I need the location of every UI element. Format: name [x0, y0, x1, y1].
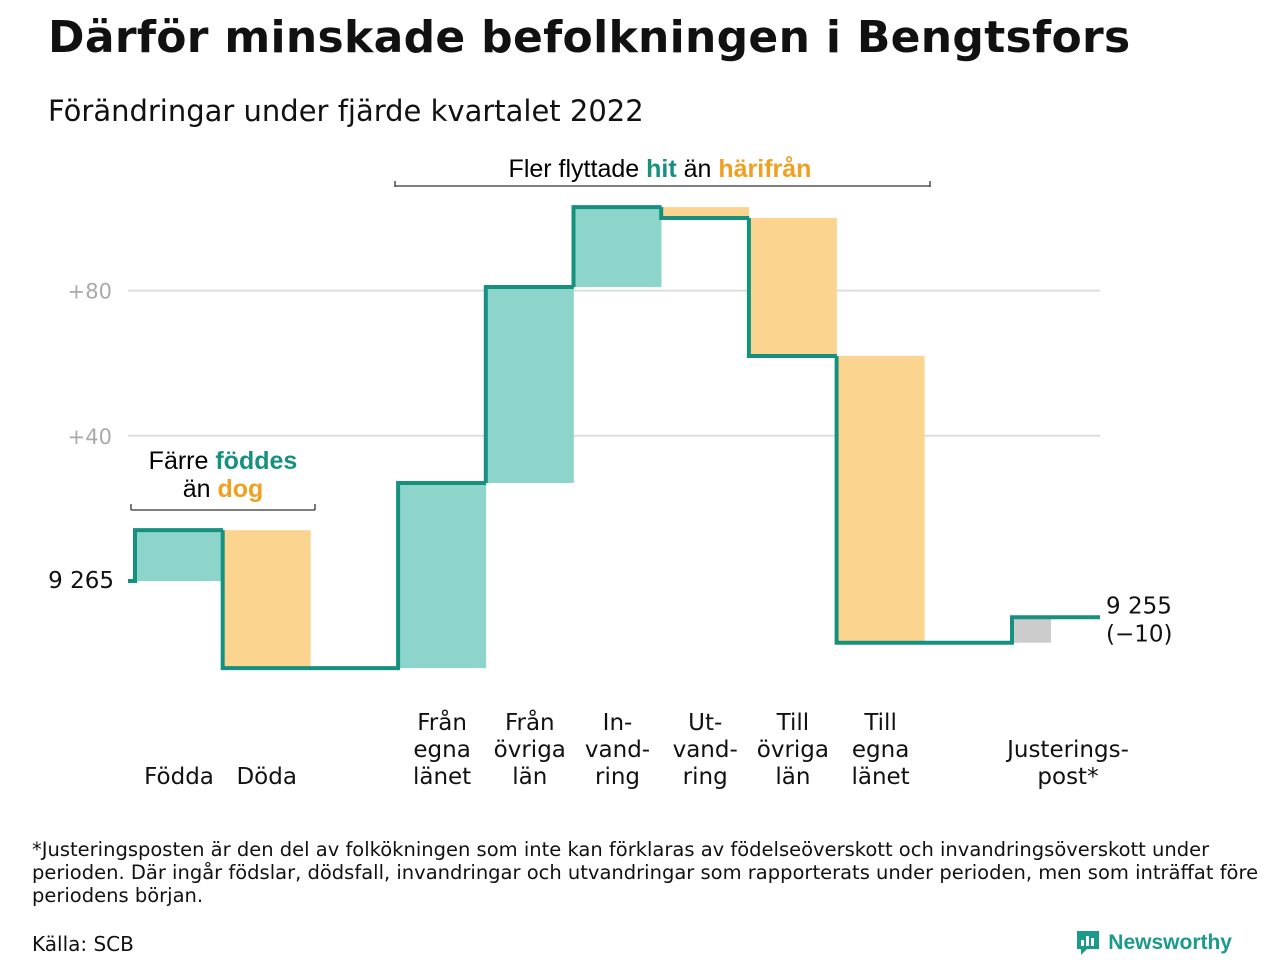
footnote: *Justeringsposten är den del av folkökni…: [32, 838, 1259, 907]
bar-fran_ovriga: [485, 286, 574, 483]
y-tick-label: +80: [68, 280, 112, 304]
bar-justering: [1014, 617, 1051, 643]
chart-subtitle: Förändringar under fjärde kvartalet 2022: [48, 94, 644, 128]
end-change-label: (−10): [1106, 621, 1172, 647]
gridlines: +40 +80: [68, 280, 1100, 449]
category-label-till_ovriga: län: [775, 764, 810, 790]
category-label-justering: post*: [1037, 764, 1098, 790]
migration-annotation: Fler flyttade hit än härifrån: [509, 155, 812, 183]
annotation-highlight-out: härifrån: [718, 155, 811, 183]
category-label-invandring: ring: [595, 764, 640, 790]
annotation-highlight-in: hit: [646, 155, 677, 183]
annotation-text: än: [677, 155, 719, 183]
source-note: Källa: SCB: [32, 932, 134, 956]
labels: 9 265 9 255 (−10) Födda DödaFrånegnalänet…: [48, 568, 1172, 790]
category-label-fran_egna: egna: [413, 737, 470, 763]
category-label-till_ovriga: övriga: [757, 737, 829, 763]
bar-fran_egna: [398, 482, 487, 669]
brand-name: Newsworthy: [1108, 931, 1232, 954]
annotation-text: än: [183, 475, 218, 503]
bar-doda: [222, 530, 311, 669]
annotation-highlight-births: föddes: [215, 447, 297, 475]
bar-till_egna: [836, 355, 925, 643]
y-tick-label: +40: [68, 425, 112, 449]
bar-till_ovriga: [748, 218, 837, 356]
births-deaths-annotation-line1: Färre föddes: [149, 447, 298, 475]
category-label-fran_ovriga: län: [512, 764, 547, 790]
bar-fodda: [135, 530, 223, 581]
category-label-fran_ovriga: Från: [505, 708, 555, 736]
category-label-till_ovriga: Till: [776, 710, 810, 736]
step-line-layer: [128, 205, 1100, 671]
category-label-fran_ovriga: övriga: [494, 737, 566, 763]
category-label-till_egna: länet: [851, 764, 909, 790]
newsworthy-logo-icon: [1077, 931, 1100, 955]
bar-utvandring: [661, 207, 750, 218]
category-label-utvandring: vand-: [673, 737, 738, 763]
annotation-highlight-deaths: dog: [217, 475, 263, 503]
waterfall-chart: +40 +80 Färre föddes än dog Fler flyttade…: [48, 155, 1172, 790]
category-label-till_egna: Till: [863, 710, 897, 736]
category-label-utvandring: ring: [683, 764, 728, 790]
category-label-doda: Döda: [236, 764, 296, 790]
category-label-fran_egna: Från: [417, 708, 467, 736]
end-value-label: 9 255: [1106, 593, 1172, 619]
annotations: Färre föddes än dog Fler flyttade hit än…: [130, 155, 931, 511]
chart-title: Därför minskade befolkningen i Bengtsfor…: [48, 12, 1131, 63]
category-label-till_egna: egna: [852, 737, 909, 763]
bars: [135, 207, 1051, 669]
brand-logo[interactable]: Newsworthy: [1075, 929, 1232, 957]
annotation-text: Färre: [149, 447, 216, 475]
category-label-fran_egna: länet: [413, 764, 471, 790]
start-value-label: 9 265: [48, 568, 114, 594]
annotation-text: Fler flyttade: [509, 155, 647, 183]
births-deaths-annotation-line2: än dog: [183, 475, 264, 503]
bar-invandring: [573, 207, 662, 287]
category-label-utvandring: Ut-: [688, 710, 722, 736]
step-line: [128, 205, 1100, 671]
category-label-fodda: Födda: [144, 764, 214, 790]
category-label-justering: Justerings-: [1005, 737, 1129, 763]
category-label-invandring: vand-: [585, 737, 650, 763]
category-label-invandring: In-: [603, 710, 633, 736]
